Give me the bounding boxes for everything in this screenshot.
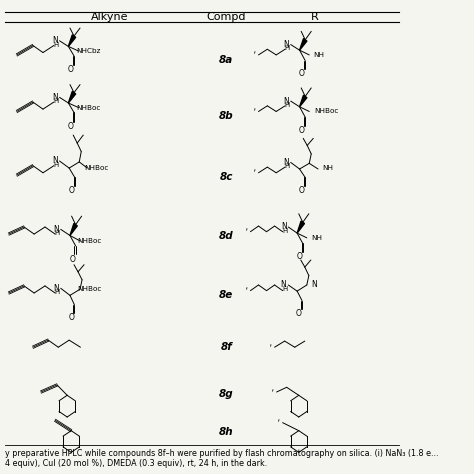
Text: NHBoc: NHBoc: [77, 286, 101, 292]
Text: ᶠ: ᶠ: [270, 343, 273, 352]
Text: N: N: [52, 36, 58, 46]
Text: 8h: 8h: [219, 427, 234, 437]
Text: H: H: [54, 42, 59, 47]
Text: y preparative HPLC while compounds 8f–h were purified by flash chromatography on: y preparative HPLC while compounds 8f–h …: [5, 448, 438, 468]
Text: NH: NH: [311, 235, 323, 241]
Text: O: O: [68, 122, 74, 131]
Text: NHBoc: NHBoc: [76, 105, 100, 111]
Text: N: N: [281, 222, 287, 231]
Text: H: H: [55, 289, 60, 295]
Polygon shape: [68, 91, 76, 103]
Text: O: O: [299, 69, 305, 78]
Text: ᶠ: ᶠ: [254, 50, 256, 59]
Text: R: R: [311, 12, 319, 22]
Polygon shape: [300, 38, 307, 50]
Text: 8g: 8g: [219, 389, 234, 400]
Text: ᶠ: ᶠ: [254, 107, 256, 116]
Polygon shape: [297, 221, 304, 233]
Text: N: N: [311, 280, 317, 289]
Text: ᶠ: ᶠ: [272, 388, 273, 397]
Text: NHBoc: NHBoc: [314, 109, 339, 115]
Text: Compd: Compd: [207, 12, 246, 22]
Text: N: N: [52, 156, 58, 165]
Text: O: O: [68, 65, 74, 74]
Text: H: H: [285, 46, 290, 51]
Text: N: N: [52, 93, 58, 102]
Text: 8c: 8c: [219, 173, 233, 182]
Text: O: O: [299, 126, 305, 135]
Text: NHBoc: NHBoc: [77, 238, 101, 244]
Text: H: H: [283, 228, 288, 234]
Text: NH: NH: [322, 165, 333, 171]
Text: Alkyne: Alkyne: [91, 12, 128, 22]
Text: O: O: [296, 309, 301, 318]
Text: O: O: [68, 313, 74, 322]
Text: N: N: [281, 281, 286, 290]
Polygon shape: [300, 95, 307, 107]
Text: ᶠ: ᶠ: [254, 168, 256, 177]
Text: ᶠ: ᶠ: [246, 227, 248, 236]
Text: N: N: [283, 97, 289, 106]
Text: H: H: [285, 163, 290, 169]
Text: H: H: [54, 98, 59, 104]
Polygon shape: [70, 223, 77, 236]
Text: 8f: 8f: [220, 342, 232, 352]
Text: O: O: [297, 252, 302, 261]
Text: 8a: 8a: [219, 55, 233, 64]
Text: N: N: [283, 40, 289, 49]
Text: N: N: [283, 158, 289, 167]
Text: ᶠ: ᶠ: [277, 418, 280, 427]
Text: H: H: [285, 102, 290, 108]
Text: 8e: 8e: [219, 291, 233, 301]
Polygon shape: [68, 35, 76, 46]
Text: 8d: 8d: [219, 231, 234, 241]
Text: N: N: [54, 284, 59, 293]
Text: H: H: [283, 286, 288, 292]
Text: O: O: [299, 186, 305, 195]
Text: ᶠ: ᶠ: [246, 286, 248, 295]
Text: NHCbz: NHCbz: [76, 48, 100, 54]
Text: H: H: [55, 230, 60, 236]
Text: H: H: [54, 162, 59, 168]
Text: 8b: 8b: [219, 111, 234, 121]
Text: O: O: [70, 255, 75, 264]
Text: NH: NH: [314, 52, 325, 58]
Text: N: N: [54, 225, 59, 234]
Text: O: O: [69, 186, 74, 195]
Text: NHBoc: NHBoc: [84, 165, 109, 171]
